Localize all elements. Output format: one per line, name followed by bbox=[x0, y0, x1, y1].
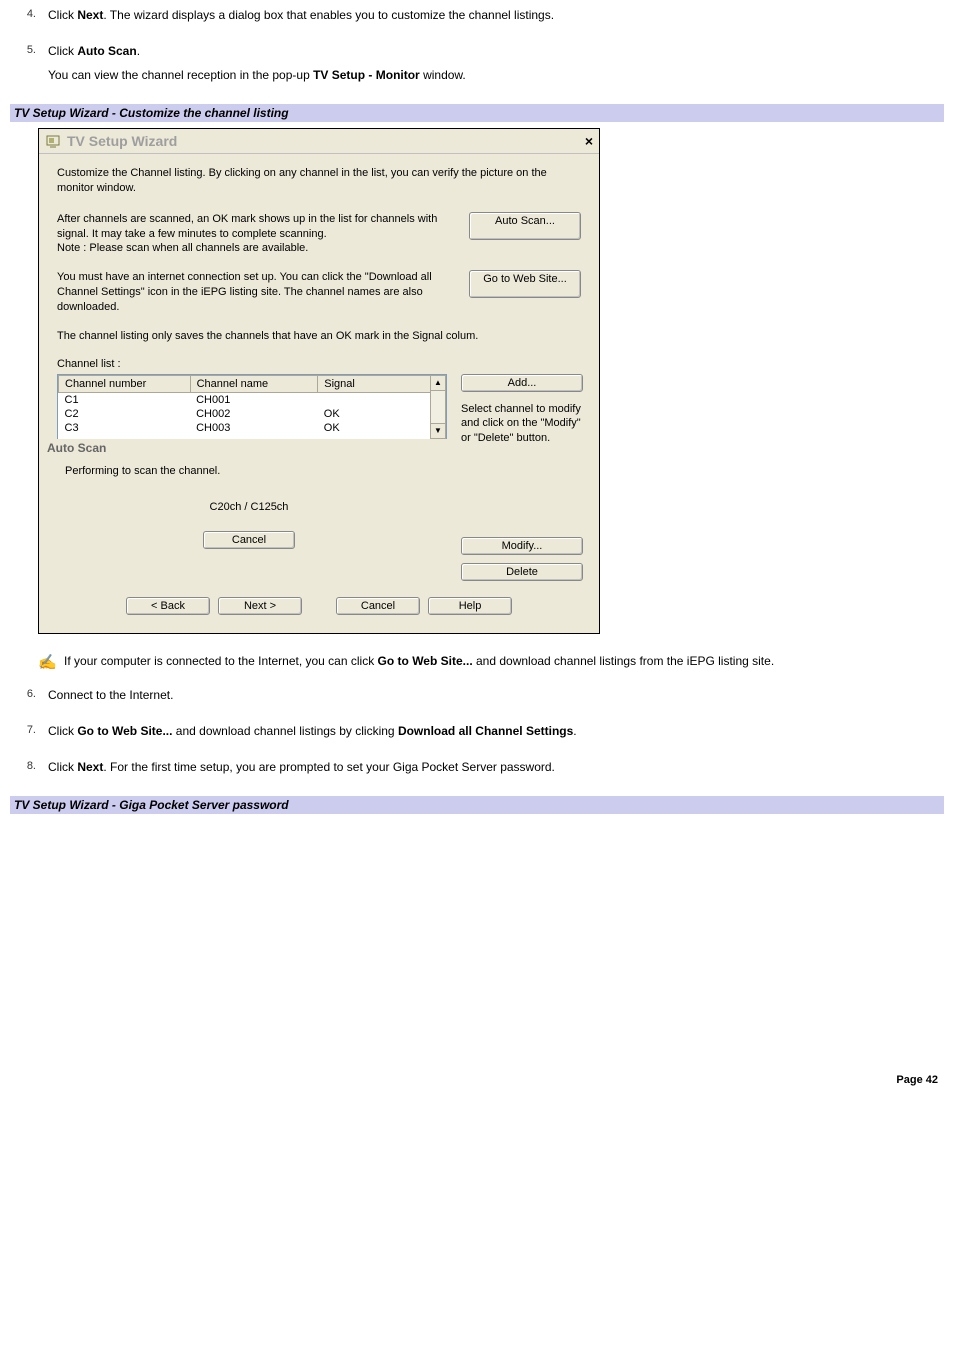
step-7-pre: Click bbox=[48, 724, 77, 738]
step-8-text: Click Next. For the first time setup, yo… bbox=[48, 760, 944, 774]
step-7-text: Click Go to Web Site... and download cha… bbox=[48, 724, 944, 738]
step-7-b1: Go to Web Site... bbox=[77, 724, 172, 738]
auto-scan-cancel-button[interactable]: Cancel bbox=[203, 531, 295, 549]
auto-scan-button[interactable]: Auto Scan... bbox=[469, 212, 581, 240]
tip-bold: Go to Web Site... bbox=[378, 654, 473, 668]
back-button[interactable]: < Back bbox=[126, 597, 210, 615]
tip-note: ✍ If your computer is connected to the I… bbox=[38, 652, 944, 675]
step-7-mid: and download channel listings by clickin… bbox=[172, 724, 397, 738]
step-5-bold: Auto Scan bbox=[77, 44, 136, 58]
step-8-post: . For the first time setup, you are prom… bbox=[103, 760, 555, 774]
step-7-post: . bbox=[573, 724, 576, 738]
cell-num: C2 bbox=[59, 407, 191, 421]
step-5-sub: You can view the channel reception in th… bbox=[48, 68, 944, 82]
table-row[interactable]: C1 CH001 bbox=[59, 392, 446, 407]
step-5-sub-a: You can view the channel reception in th… bbox=[48, 68, 313, 82]
scroll-up-icon[interactable]: ▲ bbox=[430, 375, 446, 391]
step-4-bold: Next bbox=[77, 8, 103, 22]
cell-num: C1 bbox=[59, 392, 191, 407]
tv-setup-wizard-dialog: TV Setup Wizard × Customize the Channel … bbox=[38, 128, 600, 634]
close-icon[interactable]: × bbox=[585, 133, 593, 149]
step-6-text: Connect to the Internet. bbox=[48, 688, 944, 702]
cancel-button[interactable]: Cancel bbox=[336, 597, 420, 615]
page-number: Page 42 bbox=[10, 1074, 944, 1086]
channel-list-label: Channel list : bbox=[57, 358, 581, 370]
step-5-number: 5. bbox=[10, 44, 48, 92]
app-icon bbox=[45, 133, 61, 149]
cell-sig: OK bbox=[318, 407, 446, 421]
cell-sig bbox=[318, 392, 446, 407]
channel-header-row: Channel number Channel name Signal bbox=[59, 375, 446, 392]
tip-post: and download channel listings from the i… bbox=[473, 654, 775, 668]
step-4-number: 4. bbox=[10, 8, 48, 32]
tip-pre: If your computer is connected to the Int… bbox=[64, 654, 378, 668]
dialog-intro: Customize the Channel listing. By clicki… bbox=[57, 166, 581, 196]
col-channel-number[interactable]: Channel number bbox=[59, 375, 191, 392]
auto-scan-panel: Auto Scan Performing to scan the channel… bbox=[57, 439, 447, 581]
cell-name: CH002 bbox=[190, 407, 318, 421]
table-row[interactable]: C3 CH003 OK bbox=[59, 421, 446, 435]
col-signal[interactable]: Signal bbox=[318, 375, 446, 392]
dialog-footer: < Back Next > Cancel Help bbox=[57, 597, 581, 615]
step-4-pre: Click bbox=[48, 8, 77, 22]
dialog-titlebar: TV Setup Wizard × bbox=[39, 129, 599, 154]
step-5-pre: Click bbox=[48, 44, 77, 58]
step-7-number: 7. bbox=[10, 724, 48, 748]
step-4-post: . The wizard displays a dialog box that … bbox=[103, 8, 554, 22]
step-5-sub-b: TV Setup - Monitor bbox=[313, 68, 420, 82]
step-5-sub-c: window. bbox=[420, 68, 466, 82]
step-7-b2: Download all Channel Settings bbox=[398, 724, 573, 738]
auto-scan-desc: After channels are scanned, an OK mark s… bbox=[57, 212, 455, 257]
scroll-down-icon[interactable]: ▼ bbox=[430, 423, 446, 439]
section-header-password: TV Setup Wizard - Giga Pocket Server pas… bbox=[10, 796, 944, 814]
step-6-number: 6. bbox=[10, 688, 48, 712]
section-header-customize: TV Setup Wizard - Customize the channel … bbox=[10, 104, 944, 122]
step-5-post: . bbox=[137, 44, 140, 58]
step-8-b1: Next bbox=[77, 760, 103, 774]
step-4-text: Click Next. The wizard displays a dialog… bbox=[48, 8, 944, 22]
dialog-title: TV Setup Wizard bbox=[67, 133, 585, 149]
step-8-number: 8. bbox=[10, 760, 48, 784]
cell-num: C3 bbox=[59, 421, 191, 435]
cell-name: CH003 bbox=[190, 421, 318, 435]
col-channel-name[interactable]: Channel name bbox=[190, 375, 318, 392]
channel-list[interactable]: Channel number Channel name Signal C1 CH… bbox=[57, 374, 447, 440]
auto-scan-msg: Performing to scan the channel. bbox=[65, 465, 441, 477]
modify-button[interactable]: Modify... bbox=[461, 537, 583, 555]
scroll-track[interactable] bbox=[430, 391, 446, 423]
next-button[interactable]: Next > bbox=[218, 597, 302, 615]
add-button[interactable]: Add... bbox=[461, 374, 583, 392]
cell-sig: OK bbox=[318, 421, 446, 435]
table-row[interactable]: C2 CH002 OK bbox=[59, 407, 446, 421]
step-8-pre: Click bbox=[48, 760, 77, 774]
delete-button[interactable]: Delete bbox=[461, 563, 583, 581]
auto-scan-header: Auto Scan bbox=[47, 441, 441, 455]
go-to-web-site-button[interactable]: Go to Web Site... bbox=[469, 270, 581, 298]
pencil-icon: ✍ bbox=[38, 652, 57, 675]
cell-name: CH001 bbox=[190, 392, 318, 407]
save-note: The channel listing only saves the chann… bbox=[57, 329, 581, 344]
help-button[interactable]: Help bbox=[428, 597, 512, 615]
web-site-desc: You must have an internet connection set… bbox=[57, 270, 455, 315]
select-note: Select channel to modify and click on th… bbox=[461, 402, 581, 447]
auto-scan-progress: C20ch / C125ch bbox=[57, 501, 441, 513]
step-5-text: Click Auto Scan. bbox=[48, 44, 944, 58]
